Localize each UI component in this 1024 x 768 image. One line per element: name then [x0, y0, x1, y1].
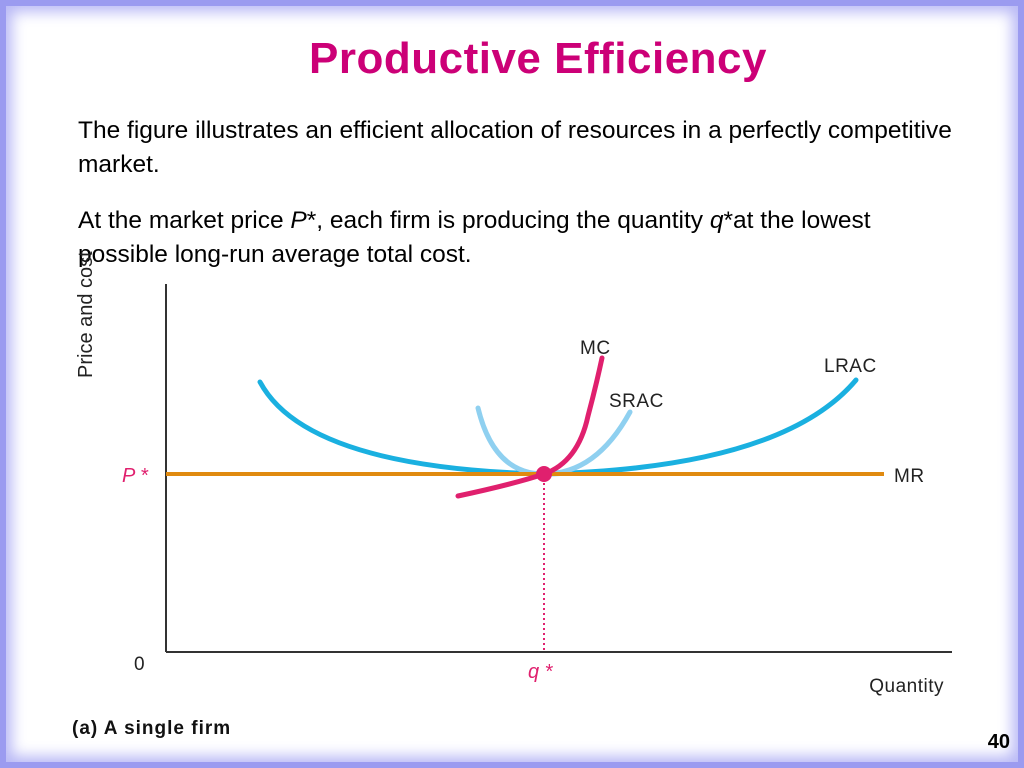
- page-number: 40: [987, 731, 1010, 753]
- y-tick-label-p-star: P *: [122, 465, 149, 487]
- series-line-mc: [455, 355, 605, 499]
- series-label-mr: MR: [894, 466, 925, 487]
- efficiency-chart: Price and cost Quantity 0 MC SRAC LRAC M…: [72, 251, 952, 739]
- origin-label: 0: [134, 654, 145, 675]
- paragraph-part1: At the market price: [78, 207, 291, 234]
- series-label-mc: MC: [580, 338, 611, 359]
- slide: Productive Efficiency The figure illustr…: [6, 6, 1018, 762]
- equilibrium-point: [536, 466, 552, 482]
- paragraph-intro: The figure illustrates an efficient allo…: [78, 117, 952, 178]
- series-label-lrac: LRAC: [824, 356, 877, 377]
- series-line-srac: [475, 405, 633, 477]
- paragraph-part3: *at the lowest possible long-run average…: [78, 207, 871, 268]
- series-line-lrac: [257, 377, 859, 477]
- q-star-symbol: q: [709, 207, 724, 234]
- series-label-srac: SRAC: [609, 391, 664, 412]
- paragraph-part2: *, each firm is producing the quantity: [306, 207, 710, 234]
- p-star-symbol: P: [290, 207, 307, 234]
- chart-caption: (a) A single firm: [72, 718, 231, 739]
- slide-title: Productive Efficiency: [309, 34, 767, 83]
- y-axis-title: Price and cost: [75, 251, 97, 378]
- x-tick-label-q-star: q *: [528, 661, 554, 683]
- x-axis-title: Quantity: [869, 676, 944, 697]
- paragraph-market-price: At the market price P*, each firm is pro…: [78, 204, 958, 272]
